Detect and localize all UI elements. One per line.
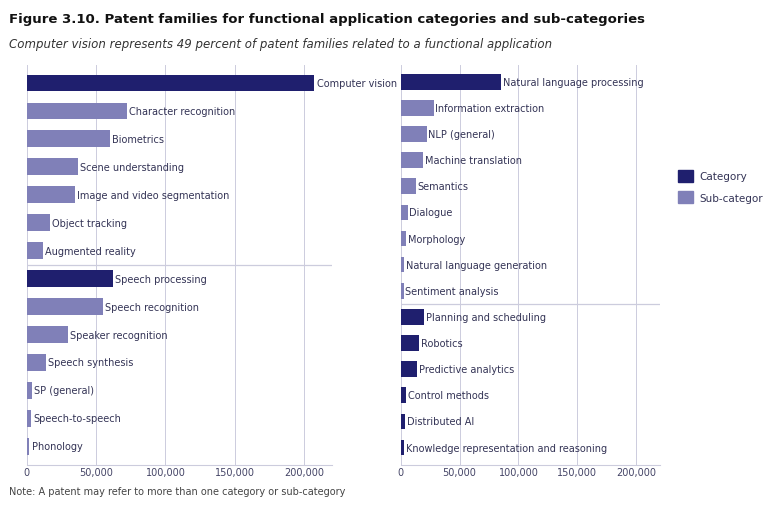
Bar — [27, 410, 31, 427]
Bar — [401, 75, 501, 90]
Text: Semantics: Semantics — [417, 182, 468, 192]
Bar — [401, 258, 404, 273]
Legend: Category, Sub-category: Category, Sub-category — [678, 171, 763, 204]
Bar — [401, 362, 417, 377]
Text: Natural language generation: Natural language generation — [406, 260, 547, 270]
Text: Speech processing: Speech processing — [114, 274, 207, 284]
Text: Phonology: Phonology — [31, 441, 82, 451]
Bar — [27, 159, 78, 176]
Text: Knowledge representation and reasoning: Knowledge representation and reasoning — [406, 443, 607, 452]
Text: Natural language processing: Natural language processing — [503, 78, 643, 87]
Text: Control methods: Control methods — [408, 390, 489, 400]
Bar — [401, 127, 427, 142]
Text: Machine translation: Machine translation — [425, 156, 522, 166]
Text: Robotics: Robotics — [421, 338, 463, 348]
Bar — [401, 101, 433, 117]
Bar — [27, 131, 110, 148]
Bar — [401, 153, 423, 169]
Text: Morphology: Morphology — [407, 234, 465, 244]
Bar — [401, 414, 405, 429]
Bar — [27, 438, 30, 455]
Text: Speaker recognition: Speaker recognition — [70, 330, 168, 340]
Text: Speech-to-speech: Speech-to-speech — [33, 414, 121, 424]
Text: Figure 3.10. Patent families for functional application categories and sub-categ: Figure 3.10. Patent families for functio… — [9, 13, 645, 26]
Bar — [27, 298, 103, 315]
Text: Biometrics: Biometrics — [112, 135, 164, 144]
Bar — [27, 215, 50, 232]
Text: Information extraction: Information extraction — [436, 104, 545, 114]
Text: Planning and scheduling: Planning and scheduling — [426, 312, 546, 322]
Text: Speech recognition: Speech recognition — [105, 302, 199, 312]
Bar — [27, 104, 127, 120]
Bar — [401, 310, 424, 325]
Text: Scene understanding: Scene understanding — [80, 163, 184, 173]
Text: Note: A patent may refer to more than one category or sub-category: Note: A patent may refer to more than on… — [9, 486, 346, 496]
Text: Object tracking: Object tracking — [53, 218, 127, 228]
Bar — [401, 388, 407, 403]
Text: Predictive analytics: Predictive analytics — [419, 365, 514, 374]
Text: SP (general): SP (general) — [34, 386, 95, 395]
Bar — [401, 335, 420, 351]
Bar — [401, 283, 404, 299]
Text: Sentiment analysis: Sentiment analysis — [405, 286, 499, 296]
Text: Augmented reality: Augmented reality — [46, 246, 136, 256]
Bar — [27, 382, 32, 399]
Bar — [401, 440, 404, 456]
Text: Image and video segmentation: Image and video segmentation — [77, 190, 230, 200]
Bar — [27, 271, 113, 287]
Bar — [401, 205, 407, 221]
Text: Dialogue: Dialogue — [410, 208, 452, 218]
Text: Computer vision: Computer vision — [317, 79, 397, 89]
Text: Character recognition: Character recognition — [129, 107, 235, 117]
Bar — [27, 75, 314, 92]
Bar — [27, 187, 76, 204]
Bar — [27, 243, 43, 260]
Bar — [27, 327, 69, 343]
Bar — [401, 179, 416, 195]
Text: Computer vision represents 49 percent of patent families related to a functional: Computer vision represents 49 percent of… — [9, 38, 552, 51]
Text: NLP (general): NLP (general) — [428, 130, 495, 140]
Text: Distributed AI: Distributed AI — [407, 417, 475, 427]
Bar — [27, 355, 46, 371]
Bar — [401, 231, 406, 247]
Text: Speech synthesis: Speech synthesis — [48, 358, 134, 368]
